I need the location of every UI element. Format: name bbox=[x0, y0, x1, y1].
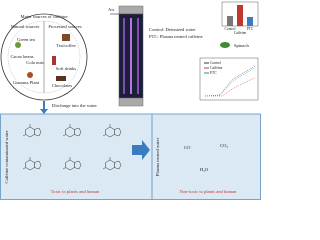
legend-entry: PTC bbox=[210, 71, 217, 75]
air-label: Air bbox=[108, 7, 115, 12]
water-box bbox=[0, 113, 261, 200]
reactor-cap bbox=[118, 5, 144, 15]
reactor-base bbox=[118, 97, 144, 107]
process-arrow bbox=[132, 140, 150, 160]
icon bbox=[56, 76, 66, 81]
source-item: Guarana Plant bbox=[13, 80, 40, 85]
source-item: Green tea bbox=[17, 37, 35, 42]
line-chart-frame bbox=[199, 57, 259, 101]
icon bbox=[52, 56, 56, 65]
leaf bbox=[220, 42, 230, 48]
discharge-label: Discharge into the water bbox=[52, 103, 97, 108]
bar-icon bbox=[237, 5, 243, 26]
plant-label: Spinach bbox=[234, 43, 250, 48]
product: H₂O bbox=[200, 167, 209, 172]
legend-entry: Caffeine bbox=[210, 66, 223, 70]
bar-category: Control bbox=[225, 27, 236, 31]
bar-category: Caffeine bbox=[234, 31, 247, 35]
line-icon bbox=[205, 77, 256, 97]
page: Major sources of caffeine Natural source… bbox=[0, 1, 261, 200]
graphical-abstract: Major sources of caffeine Natural source… bbox=[0, 1, 261, 200]
side-label: Plasma treated water bbox=[155, 137, 160, 176]
icon bbox=[62, 34, 70, 41]
natural-label: Natural sources bbox=[11, 24, 40, 29]
arrowhead bbox=[40, 109, 48, 114]
bar-icon bbox=[227, 16, 233, 26]
product: CO₂ bbox=[220, 143, 228, 148]
bar-category: PTC bbox=[247, 27, 254, 31]
icon bbox=[15, 42, 21, 48]
source-item: Cola nuts bbox=[26, 60, 44, 65]
legend-line: PTC: Plasma treated caffeine bbox=[149, 34, 203, 39]
product: CO bbox=[184, 145, 191, 150]
legend-line: Control: Deionized water bbox=[149, 27, 196, 32]
side-label: Caffeine contaminated water bbox=[4, 130, 9, 183]
toxic-note: Toxic to plants and human bbox=[51, 189, 100, 194]
line-icon bbox=[204, 67, 256, 97]
processed-label: Processed sources bbox=[48, 24, 82, 29]
source-item: Cacao beans bbox=[10, 54, 33, 59]
circle-title: Major sources of caffeine bbox=[21, 14, 68, 19]
nontoxic-note: Non-toxic to plants and human bbox=[180, 189, 238, 194]
source-item: Chocolates bbox=[52, 83, 73, 88]
source-item: Tea/coffee bbox=[56, 43, 75, 48]
icon bbox=[27, 72, 33, 78]
source-item: Soft drinks bbox=[56, 66, 77, 71]
legend-entry: Control bbox=[210, 61, 221, 65]
bar-icon bbox=[247, 17, 253, 26]
